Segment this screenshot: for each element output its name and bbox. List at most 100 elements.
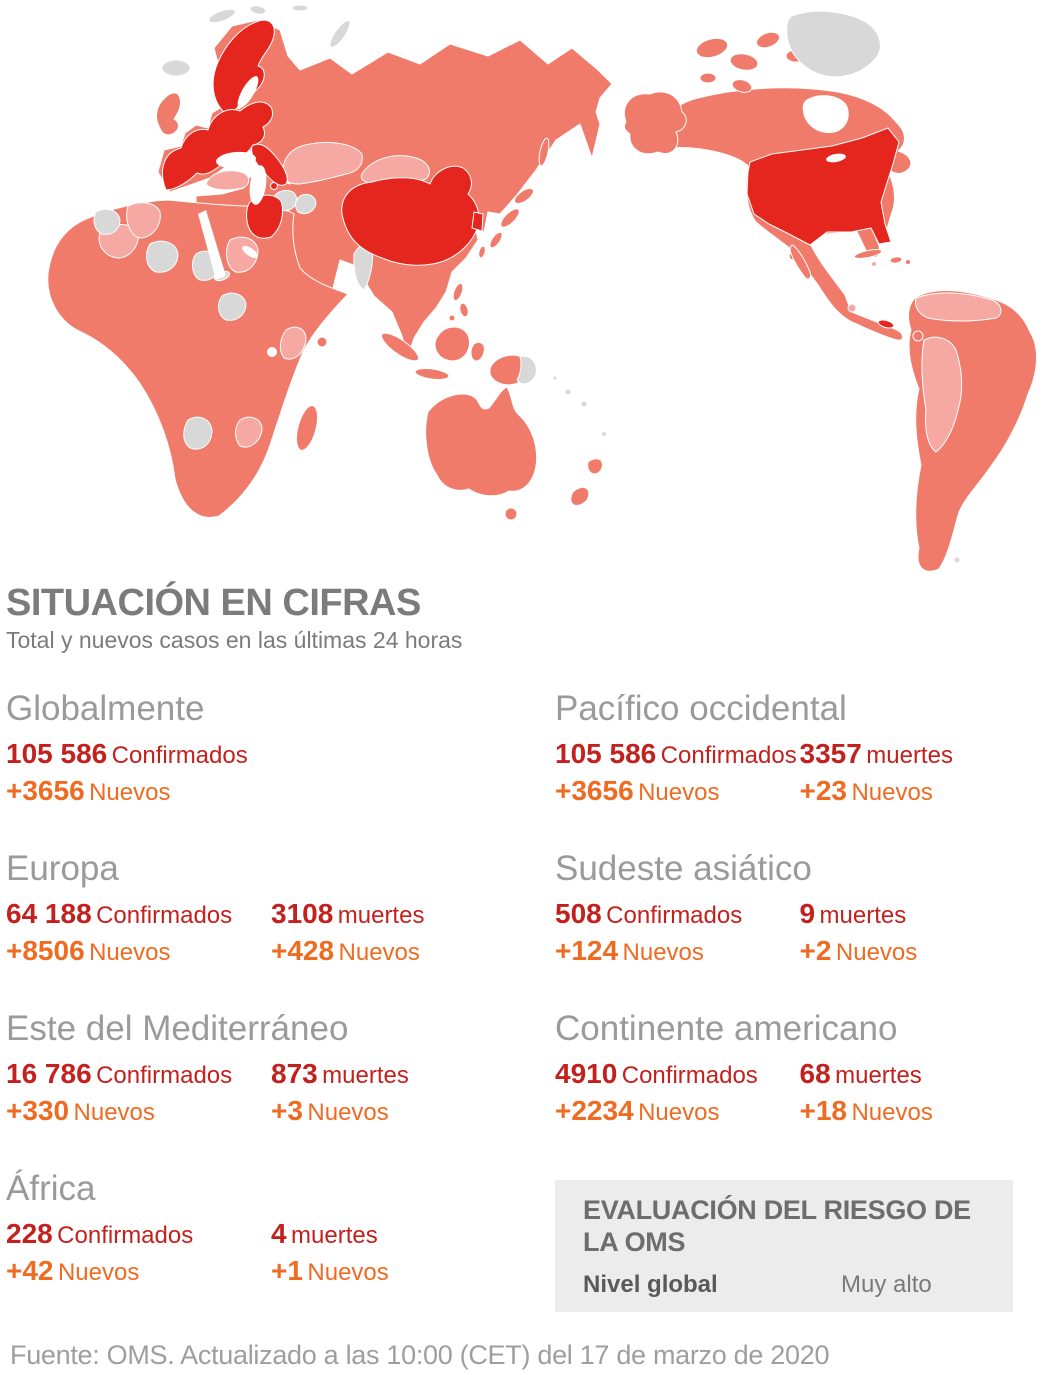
deaths-stats: 9 muertes +2 Nuevos (800, 898, 1044, 967)
map-region-sudan (226, 236, 259, 273)
new-deaths-value: +2 (799, 935, 832, 967)
deaths-label: muertes (322, 1062, 409, 1090)
map-region-australia (425, 386, 538, 497)
page-subtitle: Total y nuevos casos en las últimas 24 h… (6, 626, 463, 653)
map-region-angola-namibia (183, 416, 213, 450)
new-deaths-label: Nuevos (307, 1099, 389, 1127)
map-region-united-kingdom (156, 92, 181, 136)
map-region-kyrgyzstan-tajikistan (295, 193, 317, 215)
confirmed-value: 228 (6, 1218, 53, 1250)
region-stats: 105 586 Confirmados +3656 Nuevos 3357 mu… (555, 738, 1044, 807)
new-confirmed-line: +42 Nuevos (6, 1255, 271, 1287)
deaths-label: muertes (835, 1062, 922, 1090)
new-confirmed-value: +3656 (6, 775, 85, 807)
deaths-line: 68 muertes (800, 1058, 1044, 1090)
map-region-tasmania (504, 507, 518, 521)
region-title: Pacífico occidental (555, 688, 847, 728)
map-region-pacific-islands (552, 375, 961, 564)
deaths-stats: 3108 muertes +428 Nuevos (271, 898, 536, 967)
region-block-americas: Continente americano 4910 Confirmados +2… (555, 1008, 1044, 1170)
map-region-mali-niger (146, 240, 179, 273)
deaths-value: 3108 (271, 898, 334, 930)
confirmed-stats: 228 Confirmados +42 Nuevos (6, 1218, 271, 1287)
confirmed-label: Confirmados (96, 902, 233, 930)
new-deaths-label: Nuevos (835, 939, 918, 967)
confirmed-stats: 508 Confirmados +124 Nuevos (555, 898, 800, 967)
situation-content: SITUACIÓN EN CIFRAS Total y nuevos casos… (0, 583, 1044, 1371)
region-stats: 4910 Confirmados +2234 Nuevos 68 muertes… (555, 1058, 1044, 1127)
map-region-central-africa (218, 292, 247, 321)
deaths-line: 3357 muertes (800, 738, 1044, 770)
new-confirmed-line: +124 Nuevos (555, 935, 800, 967)
map-region-sakhalin (538, 137, 550, 167)
map-region-turkey (205, 170, 250, 191)
map-region-scandinavia (212, 19, 275, 114)
caspian-sea (249, 165, 267, 205)
confirmed-stats: 64 188 Confirmados +8506 Nuevos (6, 898, 271, 967)
map-region-united-states (746, 127, 900, 246)
map-region-indonesia (381, 326, 485, 380)
deaths-line: 9 muertes (800, 898, 1044, 930)
region-title: Europa (6, 848, 119, 888)
map-region-kazakhstan (282, 141, 363, 185)
confirmed-value: 105 586 (6, 738, 108, 770)
map-region-western-sahara (93, 208, 121, 235)
deaths-stats: 3357 muertes +23 Nuevos (800, 738, 1044, 807)
new-deaths-value: +3 (271, 1095, 303, 1127)
new-deaths-label: Nuevos (338, 939, 420, 967)
new-confirmed-line: +8506 Nuevos (6, 935, 271, 967)
deaths-stats: 4 muertes +1 Nuevos (271, 1218, 536, 1287)
region-block-eastern-mediterranean: Este del Mediterráneo 16 786 Confirmados… (6, 1009, 555, 1170)
confirmed-stats: 105 586 Confirmados +3656 Nuevos (555, 738, 800, 807)
region-title: Continente americano (555, 1008, 898, 1048)
map-region-mongolia (360, 155, 430, 186)
lake-victoria (267, 347, 277, 357)
confirmed-line: 105 586 Confirmados (555, 738, 800, 770)
confirmed-stats: 4910 Confirmados +2234 Nuevos (555, 1058, 800, 1127)
new-deaths-value: +1 (271, 1255, 303, 1287)
risk-title: EVALUACIÓN DEL RIESGO DE LA OMS (583, 1194, 971, 1257)
new-confirmed-line: +3656 Nuevos (555, 775, 800, 807)
map-region-sri-lanka (316, 336, 328, 348)
deaths-label: muertes (337, 902, 425, 930)
deaths-stats: 873 muertes +3 Nuevos (271, 1058, 536, 1127)
deaths-line: 873 muertes (271, 1058, 536, 1090)
red-sea (198, 210, 226, 280)
map-region-colombia-venezuela (915, 292, 1002, 322)
map-region-panama-costa-rica (877, 319, 895, 329)
new-confirmed-line: +2234 Nuevos (555, 1095, 800, 1127)
new-confirmed-line: +330 Nuevos (6, 1095, 271, 1127)
map-region-western-europe (162, 101, 274, 191)
map-region-alaska (623, 91, 687, 155)
new-confirmed-line: +3656 Nuevos (6, 775, 271, 807)
region-block-western-pacific: Pacífico occidental 105 586 Confirmados … (555, 688, 1044, 850)
new-deaths-label: Nuevos (851, 1099, 933, 1127)
confirmed-label: Confirmados (660, 742, 797, 770)
new-deaths-line: +1 Nuevos (271, 1255, 536, 1287)
confirmed-label: Confirmados (96, 1062, 233, 1090)
deaths-line: 4 muertes (271, 1218, 536, 1250)
map-region-south-korea (471, 211, 484, 232)
region-block-africa: África 228 Confirmados +42 Nuevos 4 mue (6, 1169, 555, 1330)
new-confirmed-label: Nuevos (89, 779, 171, 807)
map-region-iran (246, 194, 284, 239)
deaths-line: 3108 muertes (271, 898, 536, 930)
region-stats: 105 586 Confirmados +3656 Nuevos (6, 738, 555, 807)
confirmed-line: 64 188 Confirmados (6, 898, 271, 930)
new-deaths-line: +428 Nuevos (271, 935, 536, 967)
map-region-greenland (786, 10, 881, 78)
region-stats: 64 188 Confirmados +8506 Nuevos 3108 mue… (6, 898, 555, 967)
map-region-madagascar (295, 405, 319, 451)
map-region-arctic-islands (208, 4, 351, 48)
new-confirmed-label: Nuevos (89, 939, 171, 967)
new-deaths-line: +18 Nuevos (800, 1095, 1044, 1127)
deaths-value: 4 (271, 1218, 287, 1250)
map-region-philippines (448, 282, 469, 322)
confirmed-line: 228 Confirmados (6, 1218, 271, 1250)
region-stats: 228 Confirmados +42 Nuevos 4 muertes +1 (6, 1218, 555, 1287)
region-title: Globalmente (6, 688, 205, 728)
new-deaths-label: Nuevos (307, 1259, 389, 1287)
confirmed-line: 105 586 Confirmados (6, 738, 271, 770)
confirmed-value: 16 786 (6, 1058, 92, 1090)
map-region-new-zealand-north (587, 458, 603, 475)
